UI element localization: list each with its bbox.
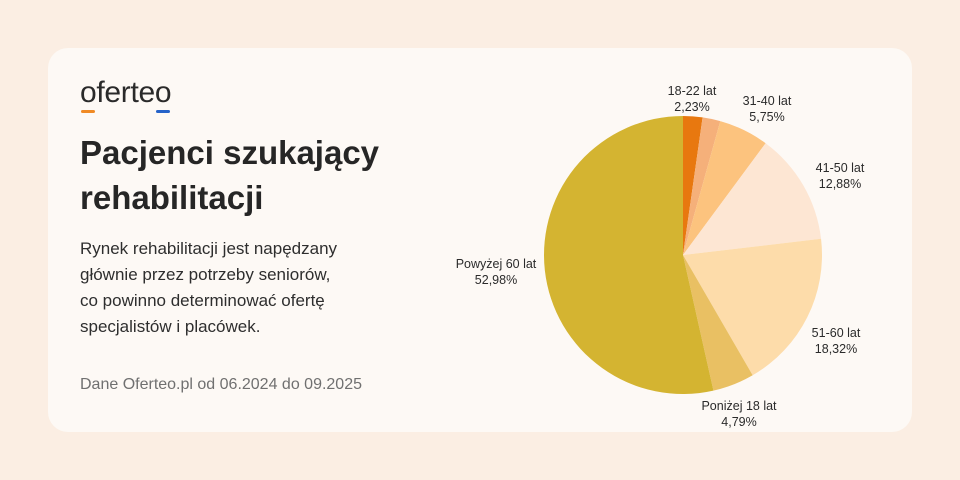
pie-slice[interactable] <box>683 255 753 391</box>
slice-value-label: 52,98% <box>475 273 517 287</box>
pie-slice[interactable] <box>683 238 823 376</box>
slice-value-label: 4,79% <box>721 415 756 429</box>
slice-value-label: 2,23% <box>674 100 709 114</box>
page-title: Pacjenci szukający rehabilitacji <box>80 130 440 220</box>
description-line: Rynek rehabilitacji jest napędzany <box>80 239 338 258</box>
slice-label: 41-50 lat <box>816 161 865 175</box>
description: Rynek rehabilitacji jest napędzany główn… <box>80 236 400 340</box>
slice-label: Poniżej 18 lat <box>701 399 777 413</box>
slice-label: 51-60 lat <box>812 326 861 340</box>
oferteo-logo[interactable]: oferteo <box>80 76 172 113</box>
pie-labels: 18-22 lat 2,23% 31-40 lat 5,75% 41-50 lat 12,… <box>456 84 865 429</box>
title-line-2: rehabilitacji <box>80 179 264 216</box>
pie-slices <box>544 115 823 394</box>
title-line-1: Pacjenci szukający <box>80 134 380 171</box>
description-line: głównie przez potrzeby seniorów, <box>80 265 331 284</box>
pie-slice[interactable] <box>683 143 822 255</box>
slice-value-label: 18,32% <box>815 342 857 356</box>
slice-value-label: 5,75% <box>749 110 784 124</box>
pie-slice[interactable] <box>683 116 703 255</box>
slice-label: 18-22 lat <box>668 84 717 98</box>
description-line: specjalistów i placówek. <box>80 317 261 336</box>
data-source-note: Dane Oferteo.pl od 06.2024 do 09.2025 <box>80 376 362 393</box>
pie-slice[interactable] <box>683 121 766 255</box>
slice-label: 31-40 lat <box>743 94 792 108</box>
pie-slice[interactable] <box>683 117 721 255</box>
pie-slice[interactable] <box>544 115 714 394</box>
description-line: co powinno determinować ofertę <box>80 291 325 310</box>
slice-label: Powyżej 60 lat <box>456 257 537 271</box>
slice-value-label: 12,88% <box>819 177 861 191</box>
